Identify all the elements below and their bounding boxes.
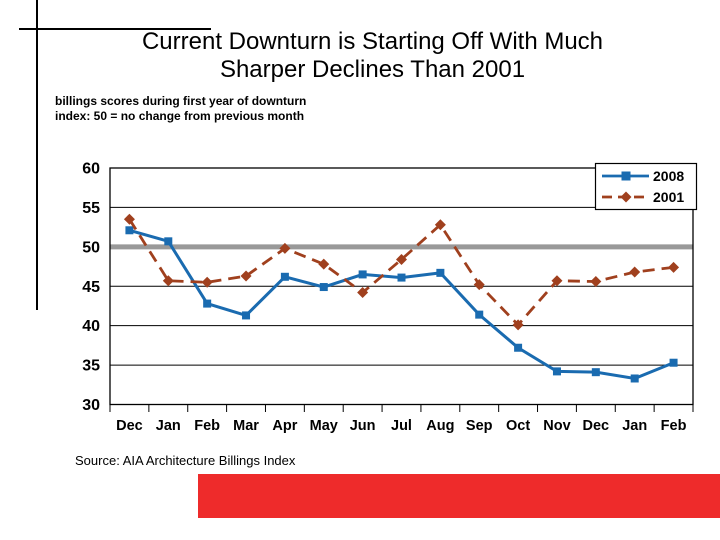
marker-2008-Jan [630, 374, 639, 383]
svg-text:Jun: Jun [350, 418, 376, 434]
source-note: Source: AIA Architecture Billings Index [75, 453, 296, 468]
chart-subtitle-line1: billings scores during first year of dow… [55, 94, 307, 108]
marker-2001-Feb [668, 261, 680, 273]
svg-text:May: May [310, 418, 338, 434]
decor-horizontal-line [19, 28, 211, 30]
series-2001 [123, 213, 680, 331]
plot-border [109, 167, 694, 406]
y-axis-labels: 30 35 40 45 50 55 60 [82, 161, 100, 415]
marker-2001-Oct [512, 319, 524, 331]
svg-text:45: 45 [82, 279, 100, 296]
marker-2008-Jan [164, 237, 173, 246]
legend-marker-2008 [621, 171, 631, 181]
svg-text:Apr: Apr [272, 418, 297, 434]
chart-legend: 2008 2001 [594, 162, 698, 211]
slide-title: Current Downturn is Starting Off With Mu… [60, 28, 685, 84]
svg-text:30: 30 [82, 397, 100, 414]
svg-text:Feb: Feb [661, 418, 687, 434]
svg-text:40: 40 [82, 318, 100, 335]
marker-2001-Nov [551, 275, 563, 287]
svg-text:Jul: Jul [391, 418, 412, 434]
chart-subtitle: billings scores during first year of dow… [55, 94, 555, 124]
marker-2008-Aug [436, 268, 445, 277]
marker-2001-May [318, 258, 330, 270]
marker-2008-Mar [242, 311, 251, 320]
marker-2001-Dec [590, 276, 602, 288]
svg-text:Oct: Oct [506, 418, 530, 434]
marker-2001-Mar [240, 270, 252, 282]
marker-2001-Jan [629, 266, 641, 278]
slide-title-line1: Current Downturn is Starting Off With Mu… [141, 28, 604, 55]
billings-index-chart-canvas: 30 35 40 45 50 55 60 Dec Jan Feb Mar Apr May Jun Jul Au… [82, 161, 698, 434]
marker-2008-Dec [591, 368, 600, 377]
svg-text:Jan: Jan [156, 418, 181, 434]
marker-2008-Nov [552, 367, 561, 376]
marker-2008-Apr [280, 272, 289, 281]
legend-label-2001: 2001 [653, 189, 684, 205]
svg-text:Sep: Sep [466, 418, 493, 434]
x-axis-labels: Dec Jan Feb Mar Apr May Jun Jul Aug Sep Oct Nov Dec J… [116, 418, 686, 434]
marker-2008-Oct [514, 343, 523, 352]
marker-2008-Dec [125, 226, 134, 235]
series-2001-line [128, 218, 674, 327]
svg-text:Aug: Aug [426, 418, 454, 434]
legend-label-2008: 2008 [653, 168, 684, 184]
marker-2001-Aug [434, 219, 446, 231]
slide-title-line2: Sharper Declines Than 2001 [219, 56, 526, 83]
svg-text:60: 60 [82, 161, 100, 178]
svg-text:Dec: Dec [583, 418, 610, 434]
billings-index-chart: 30 35 40 45 50 55 60 Dec Jan Feb Mar Apr May Jun Jul Au… [0, 140, 720, 440]
legend-box [594, 162, 698, 211]
decor-vertical-line [36, 0, 38, 310]
marker-2001-Jan [162, 275, 174, 287]
marker-2008-Feb [669, 358, 678, 367]
marker-2001-Dec [123, 213, 135, 225]
svg-text:Dec: Dec [116, 418, 143, 434]
footer-accent-bar [198, 474, 720, 518]
chart-subtitle-line2: index: 50 = no change from previous mont… [55, 109, 305, 123]
marker-2008-Jul [397, 273, 406, 282]
marker-2008-Sep [475, 310, 484, 319]
legend-marker-2001 [620, 191, 632, 203]
svg-text:35: 35 [82, 358, 100, 375]
marker-2001-Sep [473, 279, 485, 291]
marker-2001-Feb [201, 276, 213, 288]
svg-text:55: 55 [82, 200, 100, 217]
series-2008 [125, 226, 678, 383]
marker-2001-Apr [279, 242, 291, 254]
marker-2001-Jun [357, 287, 369, 299]
x-axis-ticks [109, 404, 694, 412]
marker-2008-Feb [203, 299, 212, 308]
marker-2008-May [319, 283, 328, 292]
svg-text:Jan: Jan [622, 418, 647, 434]
svg-text:Nov: Nov [543, 418, 570, 434]
svg-text:Feb: Feb [194, 418, 220, 434]
marker-2008-Jun [358, 270, 367, 279]
svg-text:50: 50 [82, 239, 100, 256]
svg-text:Mar: Mar [233, 418, 259, 434]
